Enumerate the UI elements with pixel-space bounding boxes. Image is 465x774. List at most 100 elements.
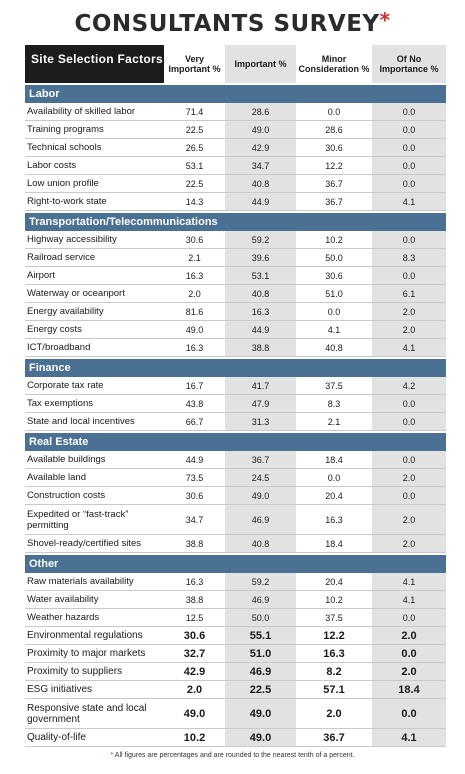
value-very-important: 22.5: [164, 175, 225, 192]
value-minor-consideration: 40.8: [296, 339, 372, 356]
table-row: Airport 16.3 53.1 30.6 0.0: [25, 267, 446, 285]
value-important: 31.3: [225, 413, 296, 430]
value-very-important: 30.6: [164, 487, 225, 504]
header-very-important: Very Important %: [164, 45, 225, 83]
table-row: Weather hazards 12.5 50.0 37.5 0.0: [25, 609, 446, 627]
factor-label: Raw materials availability: [27, 576, 134, 587]
value-no-importance: 4.1: [372, 591, 446, 608]
factor-label: ICT/broadband: [27, 342, 91, 353]
value-very-important: 16.3: [164, 573, 225, 590]
factor-label: Railroad service: [27, 252, 96, 263]
page-title: CONSULTANTS SURVEY*: [0, 8, 465, 37]
table-row: Energy availability 81.6 16.3 0.0 2.0: [25, 303, 446, 321]
factor-label: ESG initiatives: [27, 684, 93, 695]
value-important: 24.5: [225, 469, 296, 486]
value-no-importance: 2.0: [372, 627, 446, 644]
value-no-importance: 0.0: [372, 609, 446, 626]
value-very-important: 14.3: [164, 193, 225, 210]
value-no-importance: 8.3: [372, 249, 446, 266]
value-minor-consideration: 30.6: [296, 267, 372, 284]
value-no-importance: 0.0: [372, 395, 446, 412]
value-very-important: 49.0: [164, 321, 225, 338]
section-header: Transportation/Telecommunications: [25, 213, 446, 231]
value-minor-consideration: 16.3: [296, 505, 372, 534]
value-minor-consideration: 12.2: [296, 627, 372, 644]
value-no-importance: 4.2: [372, 377, 446, 394]
factor-label: Expedited or “fast-track” permitting: [27, 508, 129, 531]
title-text: CONSULTANTS SURVEY: [74, 11, 380, 37]
value-no-importance: 4.1: [372, 573, 446, 590]
header-important: Important %: [225, 45, 296, 83]
value-very-important: 66.7: [164, 413, 225, 430]
value-important: 49.0: [225, 121, 296, 138]
value-no-importance: 2.0: [372, 535, 446, 552]
value-minor-consideration: 20.4: [296, 487, 372, 504]
factor-label: Right-to-work state: [27, 196, 107, 207]
value-minor-consideration: 16.3: [296, 645, 372, 662]
value-important: 40.8: [225, 535, 296, 552]
value-minor-consideration: 2.1: [296, 413, 372, 430]
table-row: Responsive state and local government 49.…: [25, 699, 446, 729]
value-important: 28.6: [225, 103, 296, 120]
table-row: Right-to-work state 14.3 44.9 36.7 4.1: [25, 193, 446, 211]
value-important: 47.9: [225, 395, 296, 412]
table-row: Availability of skilled labor 71.4 28.6 0.0…: [25, 103, 446, 121]
value-no-importance: 2.0: [372, 321, 446, 338]
value-very-important: 53.1: [164, 157, 225, 174]
value-minor-consideration: 20.4: [296, 573, 372, 590]
table-row: Raw materials availability 16.3 59.2 20.4 4.…: [25, 573, 446, 591]
value-important: 34.7: [225, 157, 296, 174]
section-header: Finance: [25, 359, 446, 377]
factor-label: Proximity to major markets: [27, 648, 146, 659]
value-minor-consideration: 37.5: [296, 377, 372, 394]
value-important: 46.9: [225, 505, 296, 534]
factor-label: Corporate tax rate: [27, 380, 104, 391]
survey-table: Site Selection Factors Very Important % …: [25, 45, 446, 747]
factor-label: Environmental regulations: [27, 630, 143, 641]
value-very-important: 38.8: [164, 591, 225, 608]
value-very-important: 49.0: [164, 699, 225, 728]
value-minor-consideration: 8.3: [296, 395, 372, 412]
table-row: Available land 73.5 24.5 0.0 2.0: [25, 469, 446, 487]
value-minor-consideration: 30.6: [296, 139, 372, 156]
value-no-importance: 0.0: [372, 487, 446, 504]
value-no-importance: 0.0: [372, 139, 446, 156]
factor-label: Proximity to suppliers: [27, 666, 123, 677]
factor-label: State and local incentives: [27, 416, 135, 427]
table-row: Expedited or “fast-track” permitting 34.7…: [25, 505, 446, 535]
value-important: 51.0: [225, 645, 296, 662]
value-important: 59.2: [225, 573, 296, 590]
table-header: Site Selection Factors Very Important % …: [25, 45, 446, 83]
value-very-important: 32.7: [164, 645, 225, 662]
factor-label: Weather hazards: [27, 612, 100, 623]
value-no-importance: 4.1: [372, 729, 446, 746]
table-row: Corporate tax rate 16.7 41.7 37.5 4.2: [25, 377, 446, 395]
value-very-important: 2.0: [164, 681, 225, 698]
value-very-important: 22.5: [164, 121, 225, 138]
table-row: Training programs 22.5 49.0 28.6 0.0: [25, 121, 446, 139]
value-minor-consideration: 10.2: [296, 231, 372, 248]
value-important: 38.8: [225, 339, 296, 356]
header-factors: Site Selection Factors: [25, 45, 164, 83]
value-minor-consideration: 50.0: [296, 249, 372, 266]
value-minor-consideration: 0.0: [296, 303, 372, 320]
value-very-important: 71.4: [164, 103, 225, 120]
value-minor-consideration: 10.2: [296, 591, 372, 608]
factor-label: Responsive state and local government: [27, 702, 147, 725]
value-important: 46.9: [225, 591, 296, 608]
value-important: 50.0: [225, 609, 296, 626]
value-no-importance: 0.0: [372, 121, 446, 138]
value-important: 53.1: [225, 267, 296, 284]
value-important: 39.6: [225, 249, 296, 266]
value-minor-consideration: 18.4: [296, 535, 372, 552]
value-important: 42.9: [225, 139, 296, 156]
factor-label: Airport: [27, 270, 55, 281]
table-row: State and local incentives 66.7 31.3 2.1 0.0: [25, 413, 446, 431]
table-row: Highway accessibility 30.6 59.2 10.2 0.0: [25, 231, 446, 249]
value-important: 40.8: [225, 285, 296, 302]
value-minor-consideration: 8.2: [296, 663, 372, 680]
factor-label: Energy costs: [27, 324, 82, 335]
value-important: 49.0: [225, 699, 296, 728]
value-minor-consideration: 51.0: [296, 285, 372, 302]
